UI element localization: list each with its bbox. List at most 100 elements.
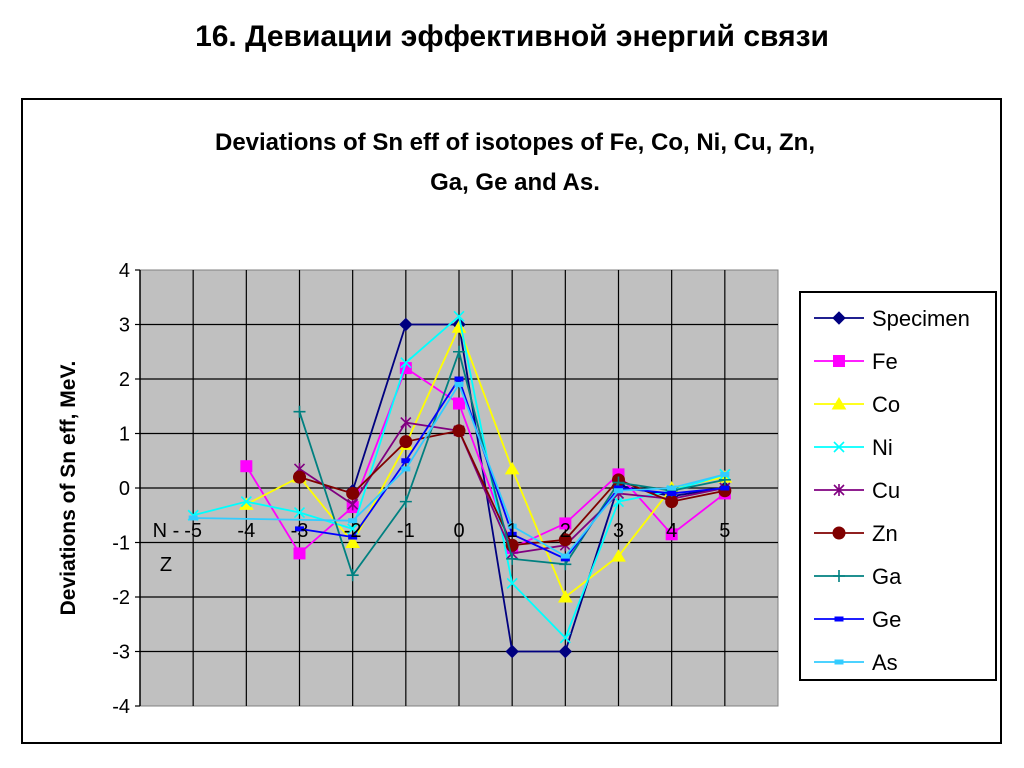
- marker-circle: [832, 526, 846, 540]
- chart-title-line: Deviations of Sn eff of isotopes of Fe, …: [215, 129, 815, 156]
- marker-circle: [452, 424, 466, 438]
- marker-x: [293, 506, 306, 519]
- marker-square: [453, 397, 465, 410]
- y-tick-label: -1: [112, 533, 130, 555]
- marker-dash: [295, 526, 304, 532]
- marker-dash: [401, 466, 411, 472]
- legend-label: Cu: [872, 478, 900, 503]
- series-ge: [295, 376, 730, 562]
- legend-item-ni: Ni: [814, 435, 893, 460]
- legend-label: Ni: [872, 435, 893, 460]
- chart: Deviations of Sn eff of isotopes of Fe, …: [57, 129, 997, 718]
- marker-dash: [507, 523, 517, 529]
- marker-plus: [506, 552, 519, 565]
- x-tick-label: 0: [453, 520, 464, 542]
- marker-star: [400, 416, 412, 429]
- legend-box: [799, 291, 997, 681]
- x-tick-label: 1: [507, 520, 518, 542]
- legend-label: Specimen: [872, 306, 970, 331]
- legend-item-zn: Zn: [814, 521, 898, 546]
- marker-x: [559, 632, 571, 644]
- y-tick-label: 3: [119, 315, 130, 337]
- marker-plus: [399, 495, 412, 508]
- x-tick-label: -3: [291, 520, 309, 542]
- legend-item-as: As: [814, 650, 898, 675]
- marker-x: [400, 357, 412, 369]
- marker-circle: [293, 470, 306, 484]
- y-axis-label: Deviations of Sn eff, MeV.: [57, 361, 80, 616]
- x-axis-label: N -: [153, 520, 180, 542]
- chart-frame: Deviations of Sn eff of isotopes of Fe, …: [21, 98, 1002, 744]
- legend-item-specimen: Specimen: [814, 306, 970, 331]
- marker-dash: [834, 659, 844, 665]
- legend-label: As: [872, 650, 898, 675]
- marker-circle: [665, 495, 679, 509]
- y-axis-ticks: 4 3 2 1 0 -1 -2 -3 -4: [112, 260, 130, 718]
- marker-dash: [348, 534, 358, 540]
- marker-diamond: [832, 311, 846, 325]
- x-tick-label: 4: [666, 520, 677, 542]
- marker-x: [453, 310, 465, 322]
- y-axis-label-group: Deviations of Sn eff, MeV.: [57, 361, 80, 616]
- x-tick-label: -4: [237, 520, 255, 542]
- marker-square: [665, 528, 678, 541]
- marker-x: [612, 496, 625, 508]
- marker-triangle: [557, 590, 573, 603]
- marker-x: [506, 577, 518, 589]
- slide-title: 16. Девиации эффективной энергий связи: [195, 20, 829, 53]
- y-tick-label: -4: [112, 696, 130, 718]
- legend-label: Ge: [872, 607, 901, 632]
- marker-diamond: [399, 317, 413, 332]
- marker-plus: [346, 569, 359, 582]
- marker-star: [347, 498, 359, 511]
- marker-triangle: [345, 535, 361, 548]
- marker-dash: [507, 531, 517, 537]
- marker-triangle: [504, 461, 520, 475]
- marker-circle: [399, 435, 413, 449]
- legend-item-cu: Cu: [814, 478, 900, 503]
- marker-square: [240, 460, 253, 473]
- marker-diamond: [505, 644, 519, 659]
- series-line: [351, 323, 725, 653]
- marker-square: [559, 517, 572, 530]
- legend-label: Ga: [872, 564, 902, 589]
- legend-label: Co: [872, 392, 900, 417]
- y-tick-label: 2: [119, 369, 130, 391]
- marker-plus: [453, 345, 465, 358]
- legend-label: Fe: [872, 349, 898, 374]
- marker-square: [833, 355, 845, 367]
- x-tick-label: -1: [397, 520, 415, 542]
- legend-item-ga: Ga: [814, 564, 902, 589]
- marker-dash: [667, 485, 677, 491]
- marker-square: [293, 547, 306, 560]
- y-tick-label: 0: [119, 478, 130, 500]
- marker-dash: [454, 381, 464, 387]
- marker-dash: [614, 488, 623, 494]
- y-tick-label: 4: [119, 260, 130, 282]
- series-ga: [293, 345, 731, 582]
- x-axis-label: Z: [160, 554, 172, 576]
- marker-dash: [454, 376, 464, 382]
- series-line: [245, 324, 726, 599]
- x-axis-ticks: -5 -4 -3 -2 -1 0 1 2 3 4 5 N - Z: [153, 520, 731, 576]
- series-ni: [187, 310, 731, 644]
- legend: Specimen Fe Co Ni Cu Zn Ga Ge As: [799, 291, 997, 681]
- y-tick-label: -3: [112, 642, 130, 664]
- marker-dash: [401, 458, 411, 464]
- legend-item-co: Co: [814, 392, 900, 417]
- marker-triangle: [831, 397, 847, 410]
- marker-dash: [560, 553, 570, 559]
- y-tick-label: -2: [112, 587, 130, 609]
- marker-dash: [720, 471, 730, 477]
- marker-dash: [720, 485, 730, 491]
- x-tick-label: -5: [184, 520, 202, 542]
- marker-diamond: [558, 644, 573, 659]
- marker-dash: [834, 616, 844, 622]
- marker-x: [833, 441, 845, 453]
- marker-dash: [348, 518, 358, 524]
- marker-triangle: [611, 549, 626, 562]
- chart-title-line: Ga, Ge and As.: [430, 169, 600, 196]
- y-tick-label: 1: [119, 424, 130, 446]
- marker-star: [833, 484, 845, 496]
- series-line: [245, 366, 726, 555]
